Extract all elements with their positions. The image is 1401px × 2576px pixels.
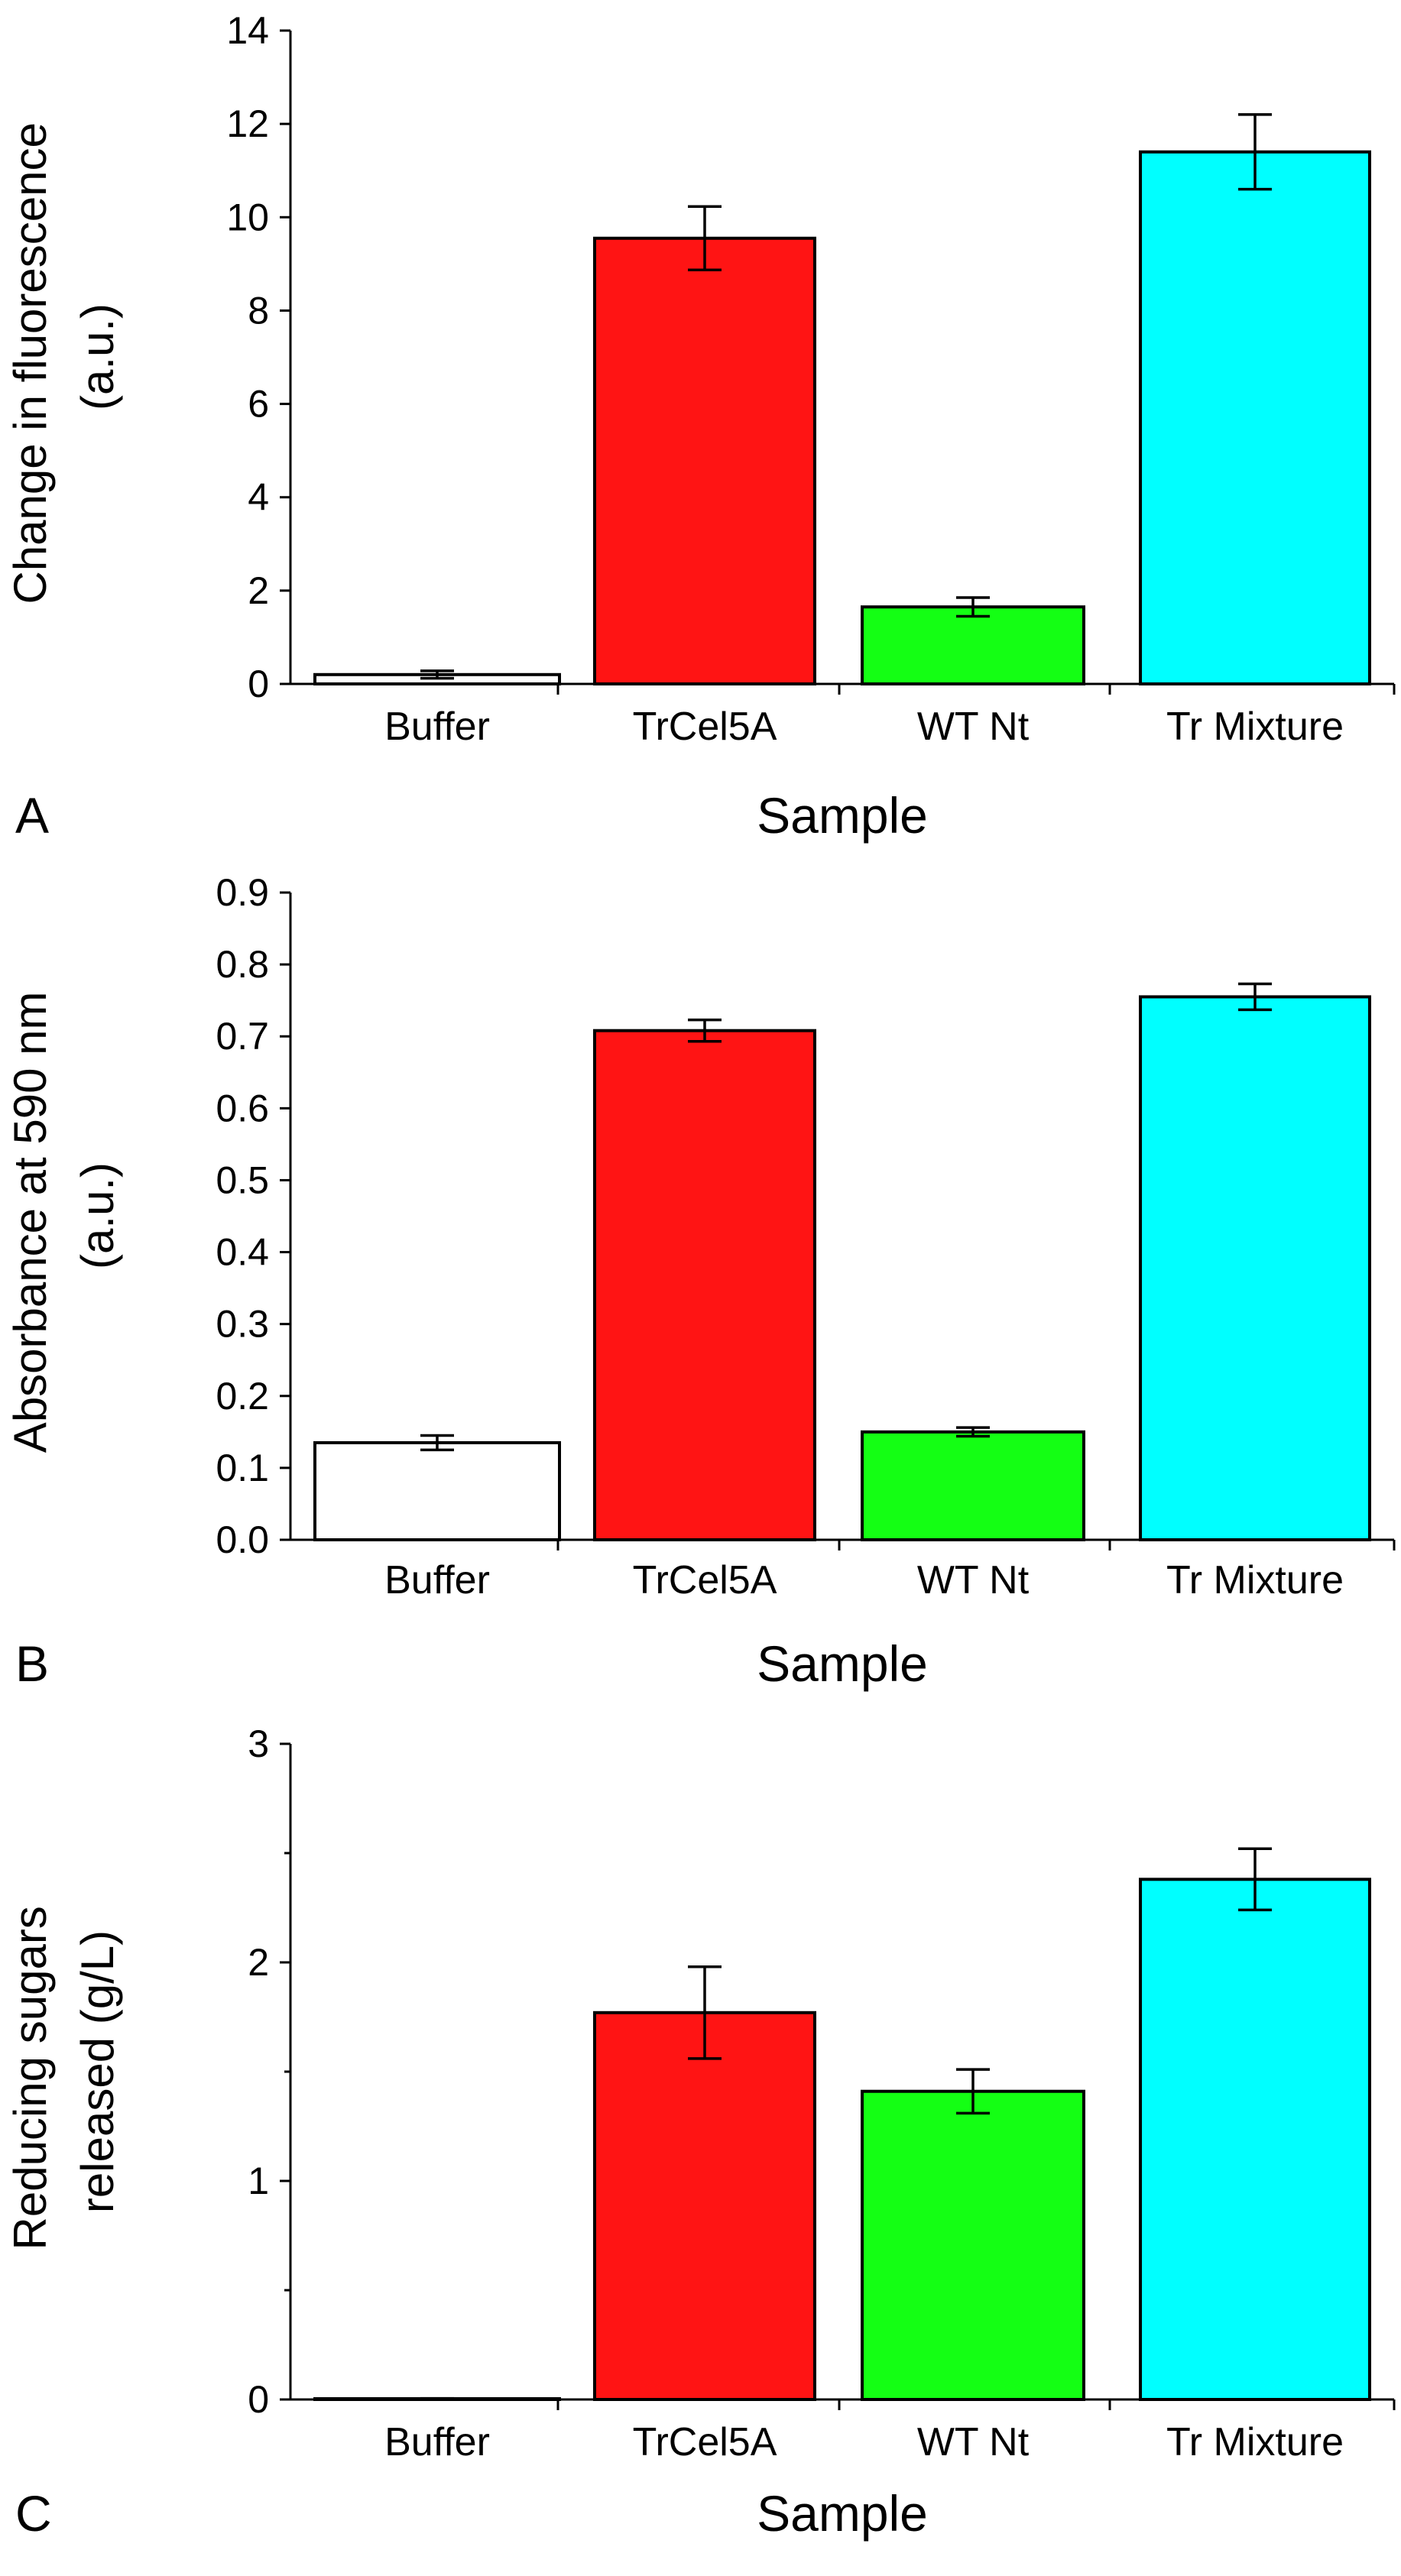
panel-c-error-bar-wt-nt bbox=[956, 2068, 990, 2115]
panel-b-y-tick-label: 0.4 bbox=[216, 1231, 269, 1274]
panel-b-y-tick-label: 0.1 bbox=[216, 1447, 269, 1489]
panel-b-category-label-buffer: Buffer bbox=[384, 1558, 490, 1602]
panel-c-error-bar-tr-mixture bbox=[1238, 1847, 1272, 1912]
panel-b-y-tick-label: 0.7 bbox=[216, 1015, 269, 1058]
panel-b-y-axis-title-line1: Absorbance at 590 nm bbox=[5, 991, 56, 1453]
panel-c-y-tick-label: 0 bbox=[248, 2378, 269, 2421]
panel-c-x-axis-title: Sample bbox=[757, 2485, 928, 2542]
panel-c-category-label-wt-nt: WT Nt bbox=[917, 2420, 1030, 2464]
panel-c-category-separators bbox=[556, 2399, 1396, 2410]
panel-c-error-bars bbox=[420, 1847, 1272, 2401]
panel-b-error-bar-tr-mixture bbox=[1238, 982, 1272, 1012]
panel-a-category-label-wt-nt: WT Nt bbox=[917, 705, 1030, 749]
panel-b-category-separators bbox=[556, 1540, 1396, 1550]
panel-c-y-axis-title-line2: released (g/L) bbox=[72, 1930, 123, 2213]
panel-b-error-bar-trcel5a bbox=[688, 1018, 722, 1043]
panel-c-y-axis-title-line1: Reducing sugars bbox=[5, 1906, 56, 2250]
panel-c-bars bbox=[313, 1878, 1371, 2402]
panel-a-y-tick-label: 14 bbox=[226, 9, 269, 52]
panel-a-error-bar-wt-nt bbox=[956, 596, 990, 618]
panel-a-category-separators bbox=[556, 684, 1396, 695]
panel-a-bar-wt-nt bbox=[861, 605, 1085, 685]
panel-a-error-bar-buffer bbox=[420, 669, 454, 680]
panel-c-error-bar-trcel5a bbox=[688, 1965, 722, 2060]
panel-a-y-tick-label: 6 bbox=[248, 383, 269, 426]
panel-a-letter: A bbox=[15, 787, 49, 844]
panel-c-y-tick-label: 3 bbox=[248, 1722, 269, 1765]
panel-a-x-axis-title: Sample bbox=[757, 787, 928, 844]
panel-b-x-axis-title: Sample bbox=[757, 1635, 928, 1692]
panel-a-y-axis-title-line1: Change in fluorescence bbox=[5, 122, 56, 604]
panel-c-category-label-tr-mixture: Tr Mixture bbox=[1166, 2420, 1344, 2464]
panel-a-error-bar-trcel5a bbox=[688, 205, 722, 272]
panel-a-y-ticks: 0 2 4 6 8 10 12 14 bbox=[226, 9, 290, 705]
panel-c-category-labels: Buffer TrCel5A WT Nt Tr Mixture bbox=[384, 2420, 1344, 2464]
panel-b-bar-trcel5a bbox=[593, 1029, 816, 1541]
panel-a-error-bar-tr-mixture bbox=[1238, 113, 1272, 191]
panel-b: 0.0 0.1 0.2 0.3 0.4 0.5 0.6 0.7 0.8 0.9 Buffer TrC… bbox=[5, 871, 1396, 1692]
panel-b-bar-wt-nt bbox=[861, 1430, 1085, 1542]
panel-b-y-tick-label: 0.3 bbox=[216, 1303, 269, 1346]
panel-a-bars bbox=[313, 150, 1371, 686]
panel-a-y-tick-label: 0 bbox=[248, 663, 269, 705]
panel-c-y-tick-label: 1 bbox=[248, 2160, 269, 2202]
panel-b-error-bar-wt-nt bbox=[956, 1426, 990, 1438]
panel-a-bar-trcel5a bbox=[593, 236, 816, 685]
panel-a-bar-tr-mixture bbox=[1139, 150, 1371, 686]
panel-a-error-bars bbox=[420, 113, 1272, 680]
panel-b-y-tick-label: 0.9 bbox=[216, 871, 269, 914]
panel-a-y-tick-label: 2 bbox=[248, 569, 269, 612]
panel-a-y-tick-label: 8 bbox=[248, 289, 269, 332]
panel-b-y-axis-title: Absorbance at 590 nm (a.u.) bbox=[5, 979, 123, 1453]
panel-c-category-label-trcel5a: TrCel5A bbox=[633, 2420, 777, 2464]
panel-b-bar-buffer bbox=[313, 1440, 561, 1541]
panel-a: 0 2 4 6 8 10 12 14 Buffer TrCel5A WT Nt Tr Mixture… bbox=[5, 9, 1396, 844]
panel-c-bar-wt-nt bbox=[861, 2089, 1085, 2401]
panel-b-y-tick-label: 0.0 bbox=[216, 1518, 269, 1561]
panel-b-y-tick-label: 0.5 bbox=[216, 1158, 269, 1201]
panel-b-error-bar-buffer bbox=[420, 1434, 454, 1452]
panel-a-category-label-tr-mixture: Tr Mixture bbox=[1166, 705, 1344, 749]
panel-b-y-tick-label: 0.6 bbox=[216, 1087, 269, 1129]
panel-a-y-tick-label: 4 bbox=[248, 476, 269, 519]
panel-c-y-axis-title: Reducing sugars released (g/L) bbox=[5, 1894, 123, 2250]
panel-b-bars bbox=[313, 995, 1371, 1542]
panel-b-letter: B bbox=[15, 1635, 49, 1692]
panel-b-y-axis-title-line2: (a.u.) bbox=[72, 1162, 123, 1269]
panel-a-y-axis-title-line2: (a.u.) bbox=[72, 303, 123, 410]
panel-a-category-labels: Buffer TrCel5A WT Nt Tr Mixture bbox=[384, 705, 1344, 749]
panel-b-y-tick-label: 0.2 bbox=[216, 1375, 269, 1418]
panel-c-category-label-buffer: Buffer bbox=[384, 2420, 490, 2464]
panel-a-category-label-trcel5a: TrCel5A bbox=[633, 705, 777, 749]
panel-c: 0 1 2 3 Buffer TrCel5A WT Nt Tr Mixture Sample… bbox=[5, 1722, 1396, 2542]
panel-a-y-tick-label: 10 bbox=[226, 196, 269, 238]
panel-b-bar-tr-mixture bbox=[1139, 995, 1371, 1541]
panel-c-y-ticks: 0 1 2 3 bbox=[248, 1722, 290, 2421]
panel-c-y-tick-label: 2 bbox=[248, 1941, 269, 1984]
panel-c-bar-tr-mixture bbox=[1139, 1878, 1371, 2402]
panel-b-y-ticks: 0.0 0.1 0.2 0.3 0.4 0.5 0.6 0.7 0.8 0.9 bbox=[216, 871, 290, 1561]
panel-b-category-label-trcel5a: TrCel5A bbox=[633, 1558, 777, 1602]
panel-a-y-tick-label: 12 bbox=[226, 102, 269, 145]
panel-b-error-bars bbox=[420, 982, 1272, 1452]
panel-b-category-label-tr-mixture: Tr Mixture bbox=[1166, 1558, 1344, 1602]
panel-a-y-axis-title: Change in fluorescence (a.u.) bbox=[5, 109, 123, 604]
panel-b-category-label-wt-nt: WT Nt bbox=[917, 1558, 1030, 1602]
panel-c-letter: C bbox=[15, 2485, 52, 2542]
panel-b-y-tick-label: 0.8 bbox=[216, 943, 269, 986]
panel-c-bar-trcel5a bbox=[593, 2011, 816, 2402]
panel-b-category-labels: Buffer TrCel5A WT Nt Tr Mixture bbox=[384, 1558, 1344, 1602]
panel-a-category-label-buffer: Buffer bbox=[384, 705, 490, 749]
